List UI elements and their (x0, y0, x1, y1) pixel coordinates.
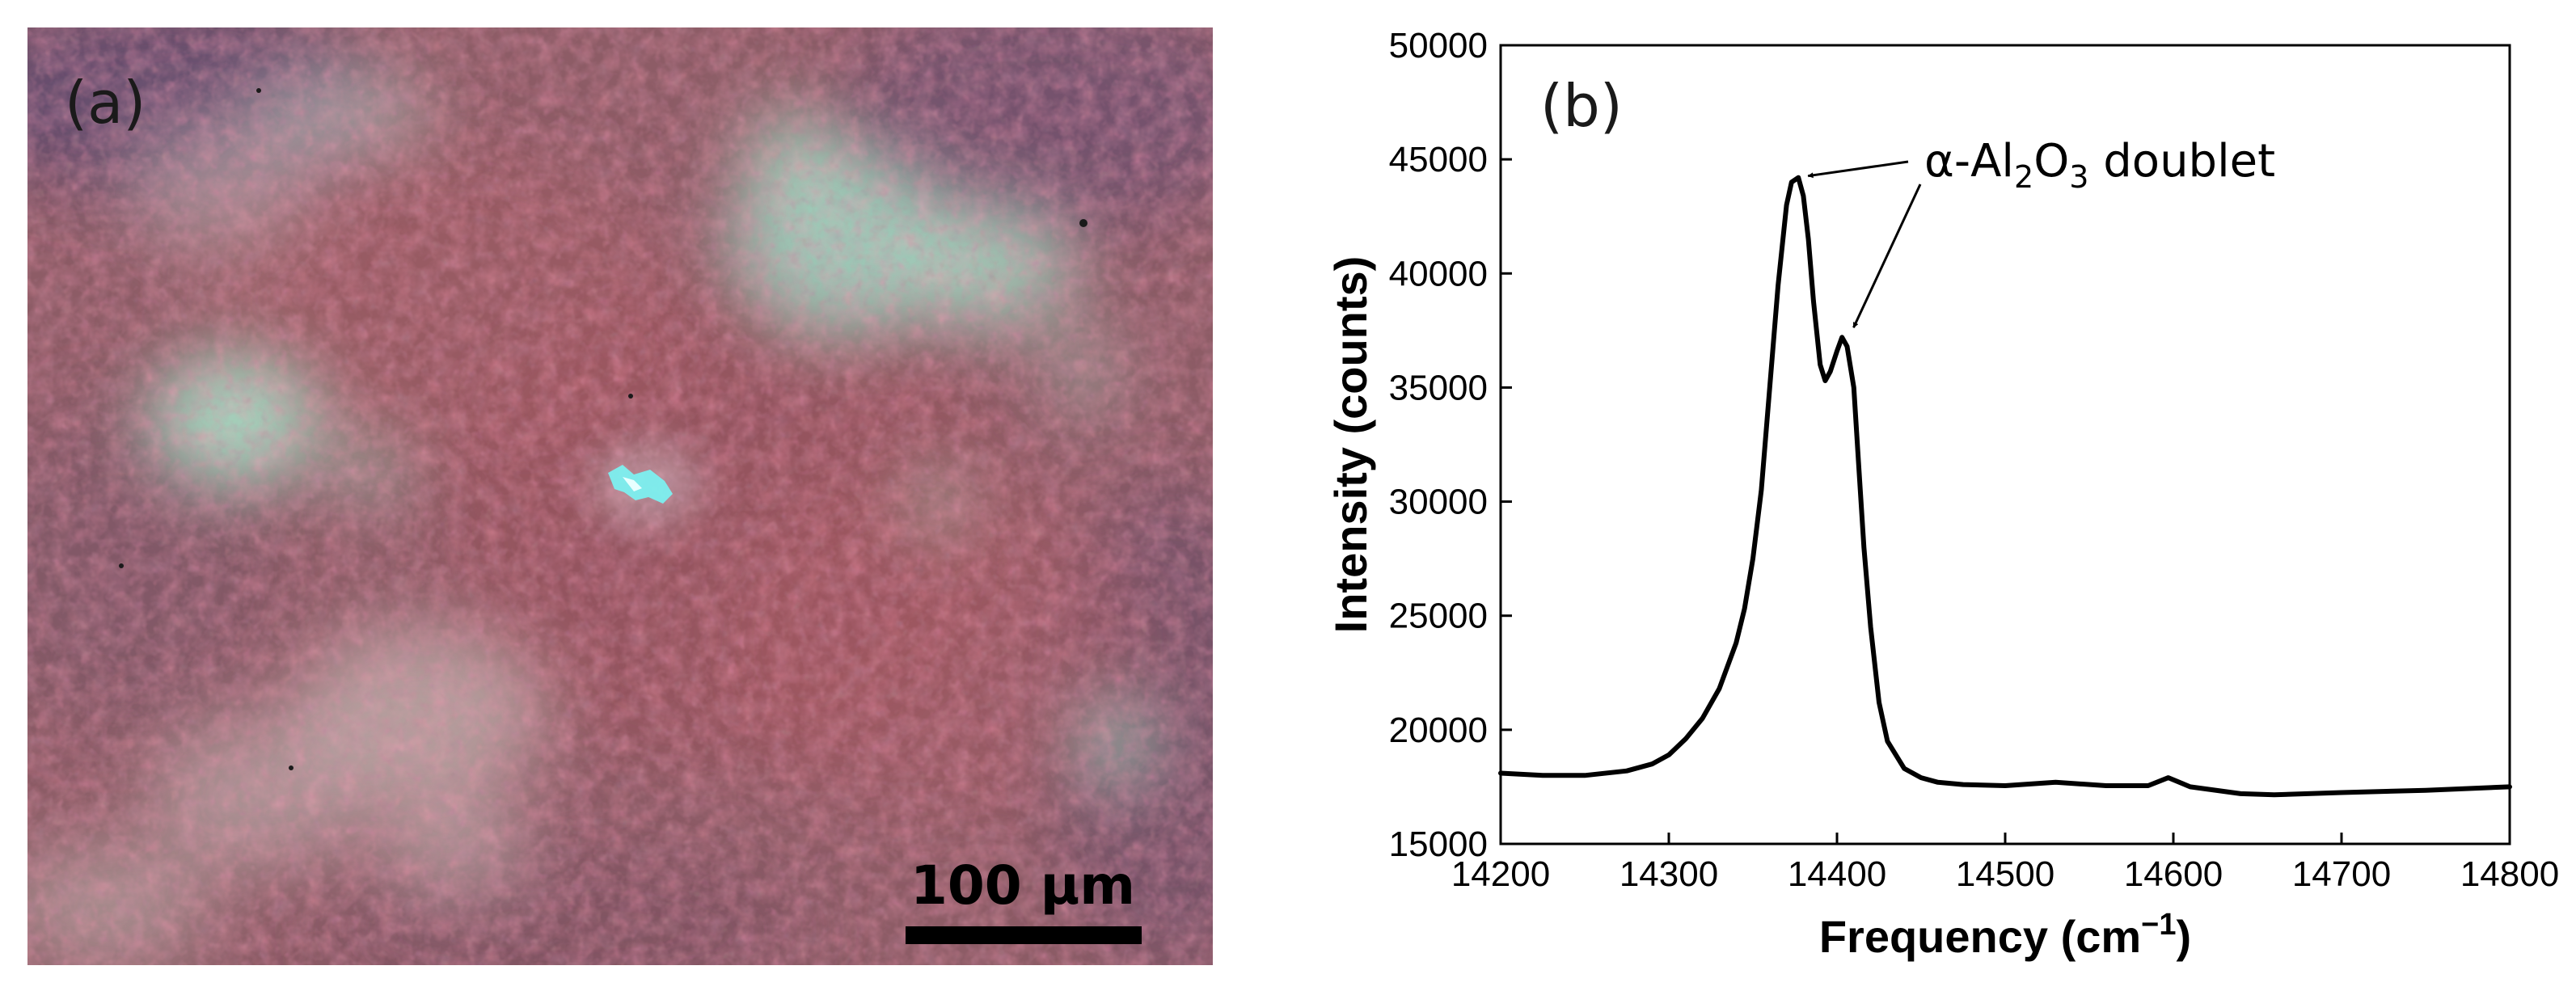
panel-b-label: (b) (1540, 72, 1623, 140)
y-tick-label: 20000 (1389, 711, 1488, 750)
x-axis-title: Frequency (cm−1) (1819, 908, 2191, 962)
annotation-mid: O (2033, 135, 2069, 188)
micrograph-specks (119, 88, 1087, 770)
x-tick-label: 14600 (2124, 854, 2223, 894)
y-tick-label: 50000 (1389, 26, 1488, 65)
x-tick-label: 14700 (2292, 854, 2391, 894)
scale-bar: 100 μm (906, 854, 1142, 944)
y-tick-label: 30000 (1389, 483, 1488, 522)
scale-bar-line (906, 926, 1142, 944)
y-tick-label: 45000 (1389, 140, 1488, 179)
annotation-sub-1: 2 (2014, 159, 2033, 195)
annotation-label: α-Al2O3 doublet (1924, 135, 2275, 195)
x-tick-label: 14800 (2460, 854, 2559, 894)
y-tick-label: 40000 (1389, 254, 1488, 293)
annotation-arrow-peak-2 (1852, 183, 1922, 328)
spectrum-line (1498, 175, 2512, 798)
y-tick-label: 15000 (1389, 824, 1488, 864)
doublet-annotation: α-Al2O3 doublet (1807, 135, 2275, 328)
y-axis-ticks: 15000 20000 25000 30000 35000 40000 45000 50000 (1389, 26, 1512, 864)
x-axis-title-close: ) (2177, 911, 2192, 962)
x-tick-label: 14200 (1451, 854, 1550, 894)
y-tick-label: 35000 (1389, 368, 1488, 407)
micrograph-panel (27, 27, 1213, 965)
x-tick-label: 14500 (1956, 854, 2054, 894)
y-tick-label: 25000 (1389, 597, 1488, 636)
annotation-suffix: doublet (2088, 135, 2275, 188)
annotation-arrow-peak-1 (1807, 160, 1909, 179)
annotation-sub-2: 3 (2069, 159, 2088, 195)
x-axis-title-main: Frequency (cm (1819, 911, 2141, 962)
x-tick-label: 14300 (1620, 854, 1718, 894)
panel-a-label: (a) (65, 69, 146, 137)
y-axis-title: Intensity (counts) (1325, 256, 1376, 634)
x-axis-ticks: 14200 14300 14400 14500 14600 14700 14800 (1451, 833, 2559, 894)
x-axis-title-sup: −1 (2141, 908, 2176, 942)
scale-bar-label: 100 μm (910, 854, 1135, 917)
spectrum-chart: 14200 14300 14400 14500 14600 14700 14800 1500… (1325, 26, 2559, 962)
x-tick-label: 14400 (1788, 854, 1886, 894)
micrograph-bright-spot (590, 441, 703, 529)
annotation-prefix: α-Al (1924, 135, 2014, 188)
